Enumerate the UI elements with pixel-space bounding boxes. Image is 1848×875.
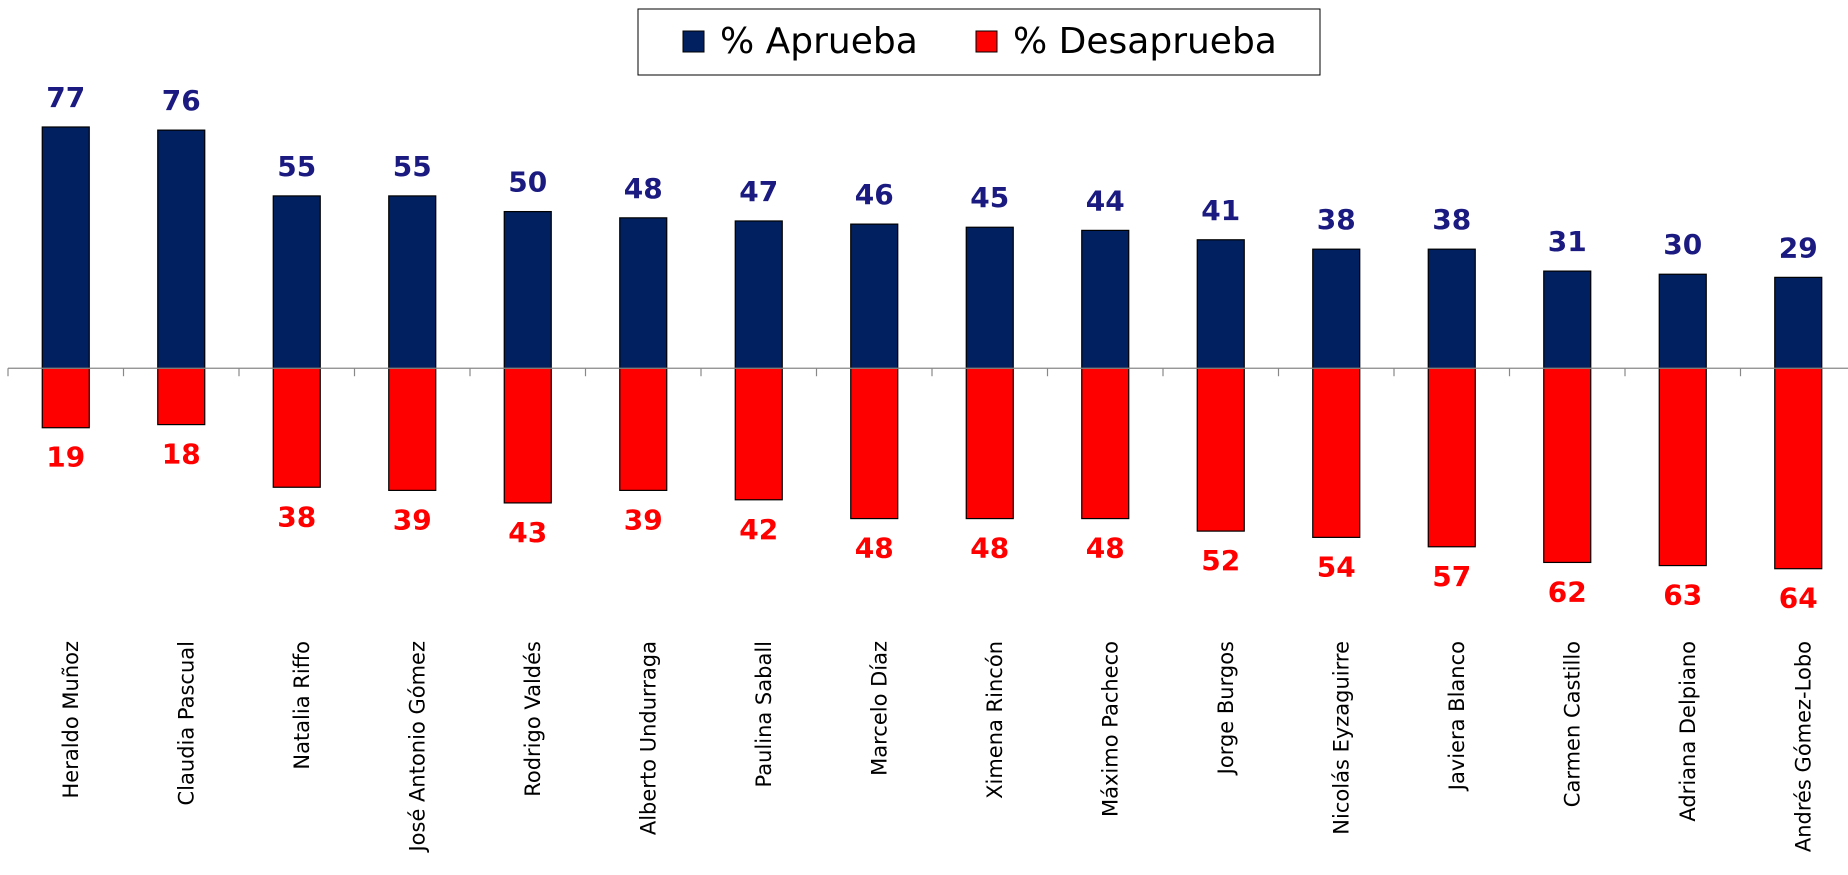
x-tick-label: José Antonio Gómez	[405, 641, 429, 854]
value-label: 38	[1432, 203, 1471, 236]
value-label: 31	[1548, 225, 1587, 258]
x-tick-label: Jorge Burgos	[1214, 641, 1238, 776]
value-label: 38	[277, 500, 316, 533]
value-label: 18	[162, 438, 201, 471]
bar	[1543, 367, 1592, 564]
value-label: 48	[1086, 532, 1125, 565]
x-tick-label: Alberto Undurraga	[636, 641, 660, 835]
value-label: 42	[739, 513, 778, 546]
bar	[41, 126, 90, 369]
bar	[734, 220, 783, 369]
bar	[157, 367, 206, 426]
bar	[619, 217, 668, 369]
value-label: 48	[970, 532, 1009, 565]
bar	[1427, 367, 1476, 548]
bar	[272, 195, 321, 369]
value-label: 76	[162, 84, 201, 117]
value-label: 55	[393, 150, 432, 183]
bar	[1543, 270, 1592, 369]
bar	[1196, 239, 1245, 369]
x-tick-label: Carmen Castillo	[1560, 641, 1584, 807]
value-label: 57	[1432, 560, 1471, 593]
value-label: 52	[1201, 544, 1240, 577]
x-tick-label: Adriana Delpiano	[1676, 641, 1700, 822]
legend-swatch	[682, 30, 705, 53]
bar	[850, 223, 899, 369]
value-label: 38	[1317, 203, 1356, 236]
x-tick-label: Rodrigo Valdés	[521, 641, 545, 797]
bar	[503, 210, 552, 369]
legend-label: % Aprueba	[720, 21, 918, 62]
x-tick-label: Heraldo Muñoz	[59, 641, 83, 799]
value-label: 62	[1548, 575, 1587, 608]
value-label: 41	[1201, 194, 1240, 227]
legend-swatch	[975, 30, 998, 53]
x-tick-label: Natalia Riffo	[290, 641, 314, 770]
legend: % Aprueba % Desaprueba	[637, 8, 1321, 76]
bar	[272, 367, 321, 488]
value-label: 29	[1779, 231, 1818, 264]
bar	[1312, 248, 1361, 369]
value-label: 39	[393, 503, 432, 536]
value-label: 44	[1086, 184, 1125, 217]
value-label: 48	[855, 532, 894, 565]
value-label: 48	[624, 172, 663, 205]
value-label: 50	[508, 166, 547, 199]
value-label: 43	[508, 516, 547, 549]
x-tick-label: Ximena Rincón	[983, 641, 1007, 799]
value-label: 64	[1779, 582, 1818, 615]
bar	[1774, 276, 1823, 369]
bar	[388, 367, 437, 491]
bar	[1658, 273, 1707, 369]
bar	[1081, 367, 1130, 520]
bar	[1081, 229, 1130, 369]
value-label: 19	[46, 441, 85, 474]
x-tick-label: Javiera Blanco	[1445, 641, 1469, 792]
value-label: 63	[1663, 579, 1702, 612]
bar	[157, 129, 206, 369]
value-label: 30	[1663, 228, 1702, 261]
bar	[965, 226, 1014, 369]
value-label: 47	[739, 175, 778, 208]
bar	[850, 367, 899, 520]
x-tick-label: Máximo Pacheco	[1098, 641, 1122, 817]
bar	[1427, 248, 1476, 369]
bar	[965, 367, 1014, 520]
bar	[1658, 367, 1707, 567]
bar	[41, 367, 90, 429]
bar	[1196, 367, 1245, 532]
x-tick-label: Nicolás Eyzaguirre	[1329, 641, 1353, 835]
value-label: 54	[1317, 550, 1356, 583]
bar	[503, 367, 552, 504]
value-label: 45	[970, 181, 1009, 214]
bar	[1312, 367, 1361, 538]
bar	[619, 367, 668, 491]
x-tick-label: Andrés Gómez-Lobo	[1791, 641, 1815, 852]
x-tick-label: Claudia Pascual	[174, 641, 198, 805]
value-label: 55	[277, 150, 316, 183]
x-tick-label: Marcelo Díaz	[867, 641, 891, 776]
value-label: 39	[624, 503, 663, 536]
bar	[388, 195, 437, 369]
x-tick-label: Paulina Saball	[752, 641, 776, 788]
value-label: 77	[46, 81, 85, 114]
legend-label: % Desaprueba	[1013, 21, 1277, 62]
value-label: 46	[855, 178, 894, 211]
bar	[1774, 367, 1823, 570]
bar	[734, 367, 783, 501]
